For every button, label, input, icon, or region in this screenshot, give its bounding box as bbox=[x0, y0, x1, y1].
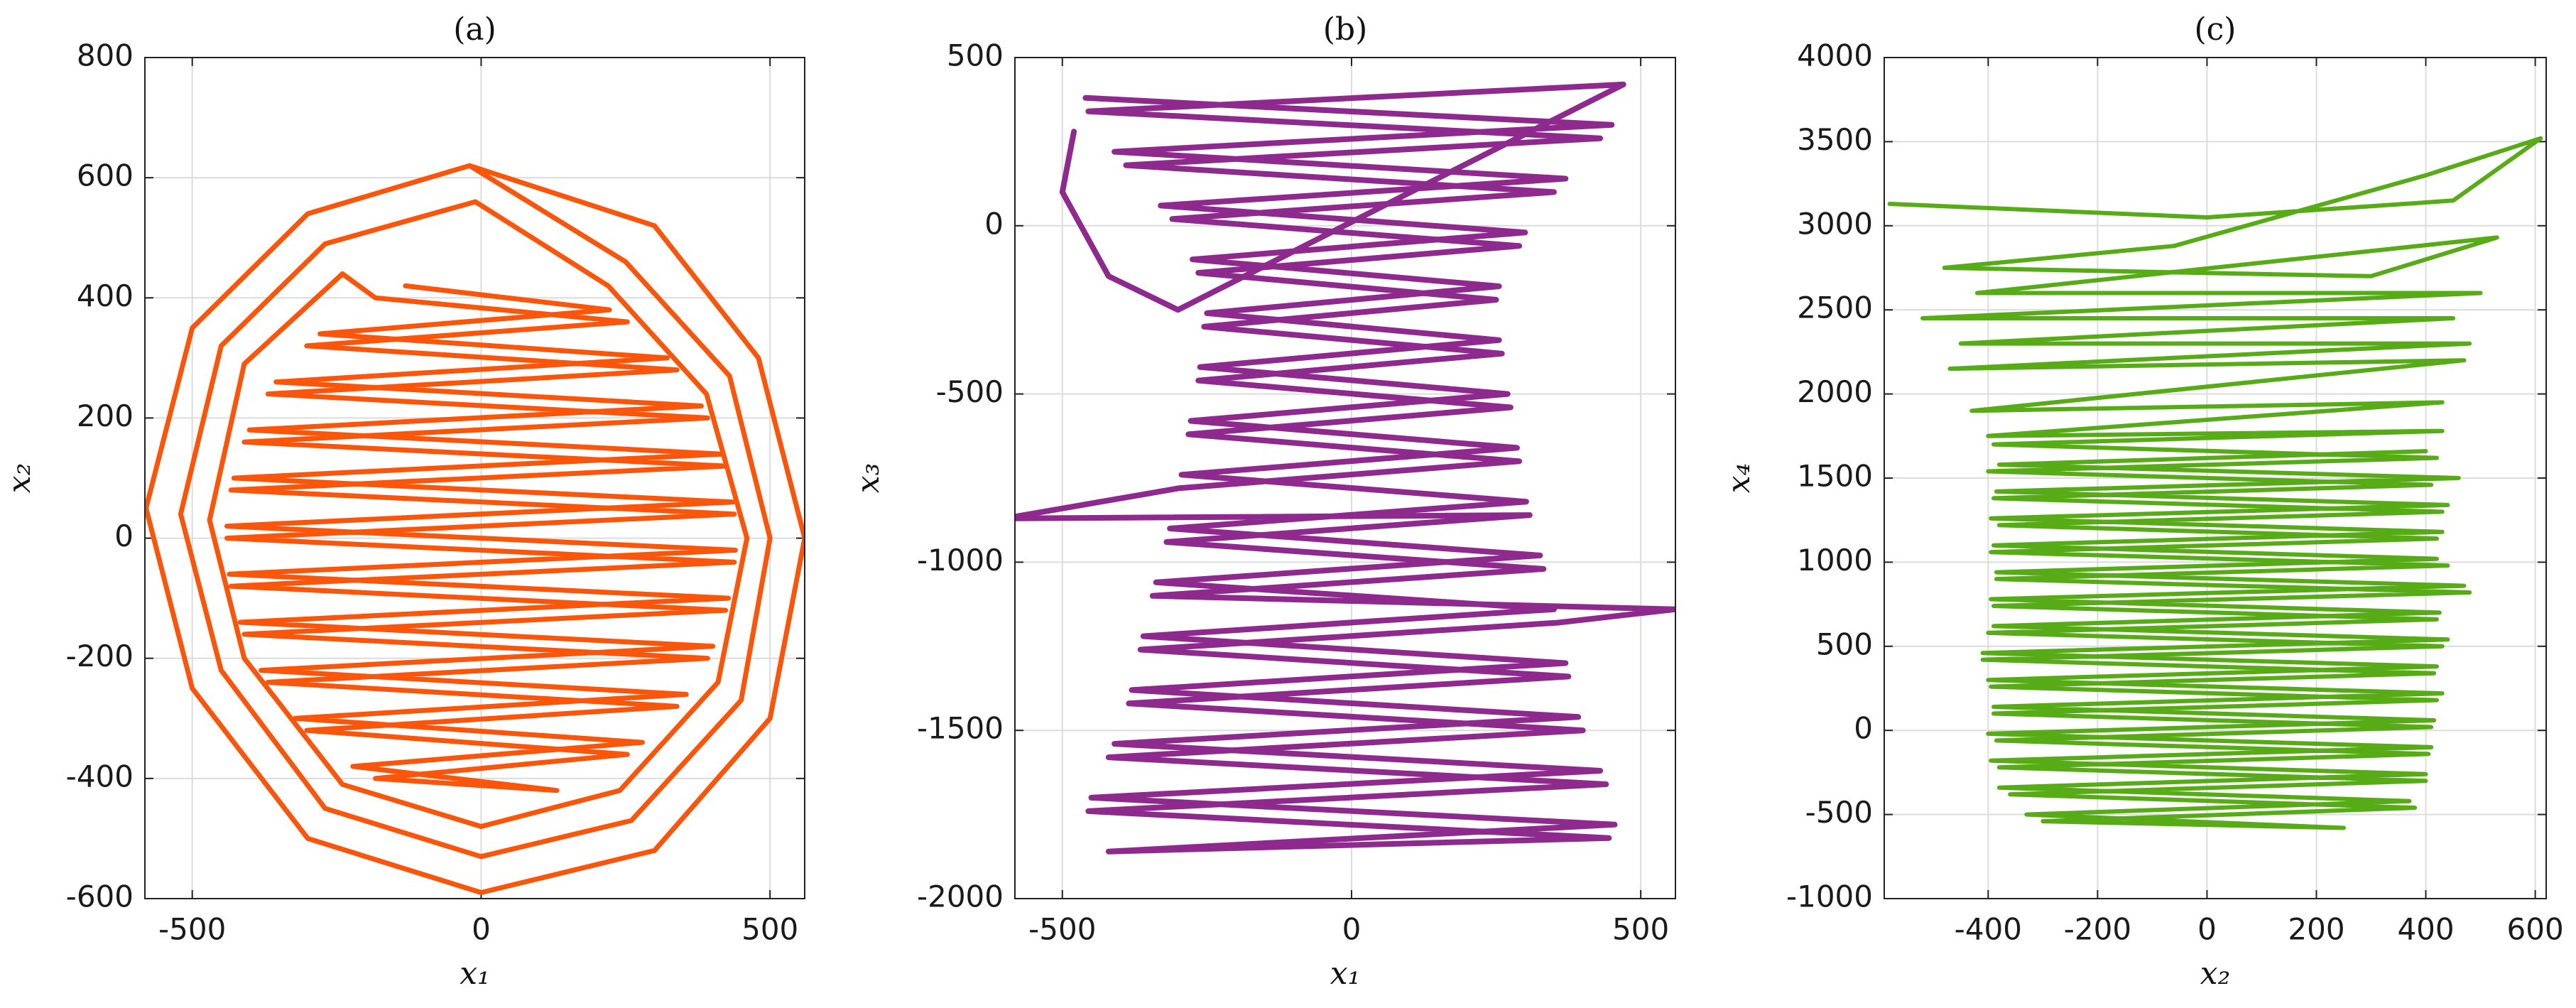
panel: -400 -200 0 200 400 600 -1000 -500 0 500 1000 1500 2… bbox=[1721, 11, 2564, 992]
y-tick-label: -2000 bbox=[917, 879, 1004, 914]
x-axis-label: x₂ bbox=[2200, 955, 2230, 992]
y-tick-label: 3500 bbox=[1797, 122, 1873, 157]
x-tick-label: -400 bbox=[1955, 912, 2022, 947]
y-axis-label: x₂ bbox=[1, 463, 38, 493]
x-tick-label: 500 bbox=[741, 912, 798, 947]
trajectory bbox=[1015, 81, 1675, 855]
x-tick-label: 600 bbox=[2507, 912, 2564, 947]
y-tick-label: 200 bbox=[77, 399, 134, 433]
axes-box bbox=[1884, 57, 2547, 899]
y-tick-label: 0 bbox=[1854, 711, 1873, 746]
x-axis-label: x₁ bbox=[1330, 955, 1360, 992]
panel-title: (b) bbox=[1323, 11, 1368, 48]
y-tick-label: -500 bbox=[936, 374, 1004, 409]
x-tick-label: 500 bbox=[1612, 912, 1669, 947]
y-tick-label: 3000 bbox=[1797, 206, 1873, 241]
y-tick-label: -1500 bbox=[917, 711, 1004, 746]
x-tick-label: 0 bbox=[2197, 912, 2217, 947]
trajectory bbox=[145, 163, 805, 895]
y-axis-label: x₃ bbox=[850, 463, 886, 493]
x-axis-label: x₁ bbox=[460, 955, 489, 992]
y-tick-label: -1000 bbox=[917, 543, 1004, 578]
x-tick-label: -500 bbox=[1028, 912, 1096, 947]
y-tick-label: 4000 bbox=[1797, 38, 1873, 73]
axes-box bbox=[144, 57, 805, 899]
y-tick-label: -200 bbox=[66, 639, 134, 673]
panel-title: (c) bbox=[2195, 11, 2237, 48]
y-tick-label: 2500 bbox=[1797, 291, 1873, 325]
y-tick-label: -400 bbox=[66, 759, 134, 793]
y-tick-label: 1000 bbox=[1797, 543, 1873, 578]
y-axis-label: x₄ bbox=[1721, 463, 1757, 493]
x-tick-label: 200 bbox=[2288, 912, 2344, 947]
x-tick-label: -500 bbox=[158, 912, 226, 947]
panel: -500 0 500 -600 -400 -200 0 200 400 600 800 (a) x₁ x₂ bbox=[1, 11, 805, 992]
y-tick-label: -1000 bbox=[1786, 879, 1873, 914]
y-tick-label: 2000 bbox=[1797, 374, 1873, 409]
y-tick-label: 800 bbox=[77, 38, 134, 73]
x-tick-label: 400 bbox=[2397, 912, 2454, 947]
y-tick-label: -500 bbox=[1805, 795, 1873, 830]
y-tick-label: 500 bbox=[1816, 627, 1873, 661]
panel-title: (a) bbox=[453, 11, 496, 48]
y-tick-label: -600 bbox=[66, 879, 134, 914]
y-tick-label: 400 bbox=[77, 278, 134, 313]
y-tick-label: 0 bbox=[984, 206, 1004, 241]
x-tick-label: 0 bbox=[1342, 912, 1362, 947]
y-tick-label: 1500 bbox=[1797, 459, 1873, 494]
axes-box bbox=[1014, 57, 1676, 899]
y-tick-label: 600 bbox=[77, 158, 134, 193]
trajectory bbox=[1887, 136, 2543, 830]
x-tick-label: -200 bbox=[2064, 912, 2131, 947]
x-tick-label: 0 bbox=[472, 912, 491, 947]
y-tick-label: 0 bbox=[114, 519, 134, 553]
panel: -500 0 500 -2000 -1500 -1000 -500 0 500 (b) x₁ x₃ bbox=[850, 11, 1676, 992]
y-tick-label: 500 bbox=[947, 38, 1004, 73]
